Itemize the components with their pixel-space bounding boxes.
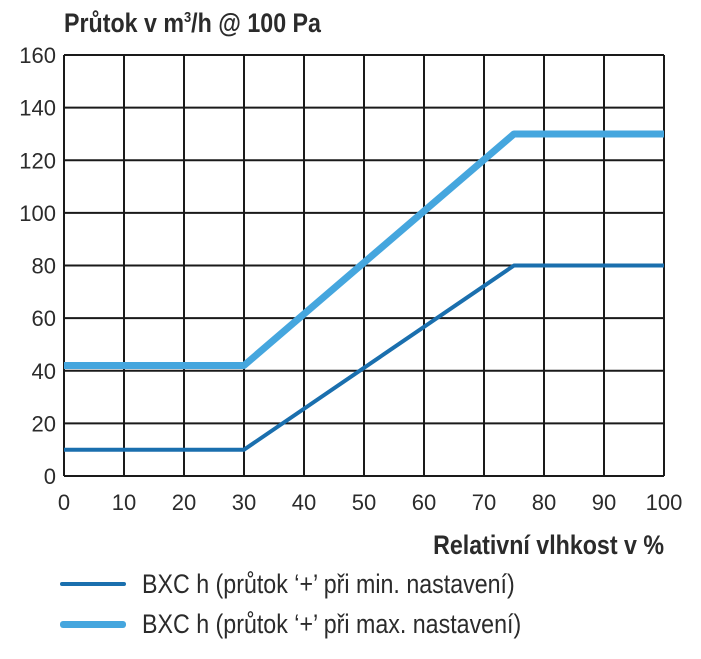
legend-swatch-max (60, 620, 126, 628)
series-line-max (64, 130, 664, 369)
legend-label-max: BXC h (průtok ‘+’ při max. nastavení) (142, 608, 522, 639)
y-tick-label: 0 (44, 464, 56, 489)
legend-swatch-min (60, 582, 126, 586)
chart-title: Průtok v m3/h @ 100 Pa (64, 8, 321, 38)
x-tick-label: 100 (646, 490, 683, 515)
x-tick-label: 50 (352, 490, 376, 515)
y-axis-ticks: 0 20 40 60 80 100 120 140 160 (19, 43, 56, 489)
x-tick-label: 40 (292, 490, 316, 515)
x-axis-ticks: 0 10 20 30 40 50 60 70 80 90 100 (58, 490, 682, 515)
y-tick-label: 80 (32, 254, 56, 279)
y-tick-label: 60 (32, 306, 56, 331)
x-tick-label: 90 (592, 490, 616, 515)
series-line-min (64, 263, 664, 452)
y-tick-label: 100 (19, 201, 56, 226)
y-tick-label: 40 (32, 359, 56, 384)
x-axis-label: Relativní vlhkost v % (433, 530, 664, 560)
x-tick-label: 60 (412, 490, 436, 515)
x-tick-label: 70 (472, 490, 496, 515)
x-tick-label: 80 (532, 490, 556, 515)
series-lines (64, 130, 664, 452)
legend-label-min: BXC h (průtok ‘+’ při min. nastavení) (142, 568, 515, 599)
x-tick-label: 10 (112, 490, 136, 515)
legend-item-max: BXC h (průtok ‘+’ při max. nastavení) (60, 606, 583, 642)
y-tick-label: 140 (19, 96, 56, 121)
y-tick-label: 120 (19, 148, 56, 173)
x-tick-label: 0 (58, 490, 70, 515)
legend-item-min: BXC h (průtok ‘+’ při min. nastavení) (60, 566, 575, 602)
x-tick-label: 20 (172, 490, 196, 515)
y-tick-label: 160 (19, 43, 56, 68)
x-tick-label: 30 (232, 490, 256, 515)
y-tick-label: 20 (32, 411, 56, 436)
